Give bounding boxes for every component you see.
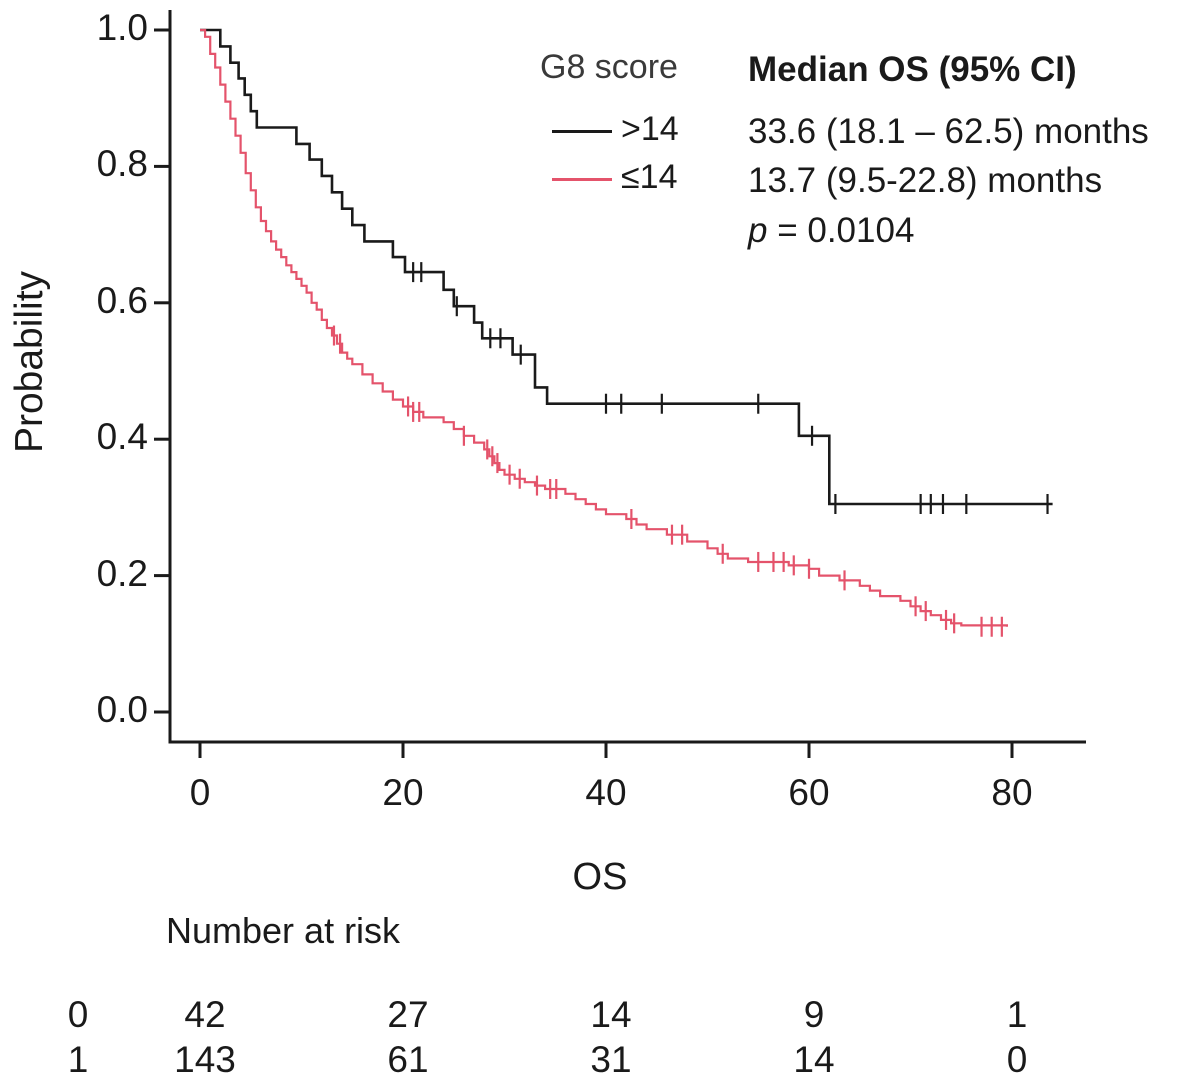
- risk-value: 42: [184, 994, 226, 1035]
- risk-row-label: 1: [67, 1039, 89, 1079]
- risk-value: 27: [387, 994, 429, 1035]
- x-tick-label: 0: [189, 772, 211, 813]
- y-tick-label: 1.0: [96, 7, 148, 48]
- median-os-le14: 13.7 (9.5-22.8) months: [748, 161, 1103, 200]
- y-tick-label: 0.4: [96, 416, 148, 458]
- legend-line-le14: [552, 178, 612, 181]
- risk-value: 1: [1006, 994, 1028, 1035]
- x-tick-label: 80: [991, 772, 1033, 813]
- y-tick-label: 0.6: [96, 279, 148, 321]
- risk-value: 0: [1006, 1039, 1028, 1079]
- legend-label-le14: ≤14: [621, 158, 678, 196]
- y-axis-title: Probability: [8, 270, 51, 454]
- p-value: p = 0.0104: [748, 211, 914, 251]
- risk-table-title: Number at risk: [166, 910, 401, 951]
- risk-value: 9: [803, 994, 825, 1035]
- risk-value: 14: [590, 994, 632, 1035]
- x-axis-title: OS: [572, 856, 628, 898]
- y-tick-label: 0.8: [96, 143, 148, 185]
- p-value-symbol: p: [748, 211, 768, 250]
- legend-title: G8 score: [540, 48, 678, 86]
- x-tick-label: 40: [585, 772, 627, 813]
- risk-value: 61: [387, 1039, 429, 1079]
- median-os-header: Median OS (95% CI): [748, 50, 1077, 89]
- p-value-text: = 0.0104: [767, 211, 915, 250]
- y-tick-label: 0.0: [96, 689, 148, 730]
- median-os-gt14: 33.6 (18.1 – 62.5) months: [748, 112, 1149, 151]
- risk-value: 14: [793, 1039, 835, 1079]
- risk-row-label: 0: [67, 994, 89, 1035]
- x-tick-label: 60: [788, 772, 830, 813]
- legend-label-gt14: >14: [621, 110, 679, 148]
- km-curve-gt14: [200, 28, 1053, 506]
- legend-line-gt14: [552, 130, 612, 133]
- x-tick-label: 20: [382, 772, 424, 813]
- risk-value: 31: [590, 1039, 632, 1079]
- risk-value: 143: [174, 1039, 236, 1079]
- y-tick-label: 0.2: [96, 552, 148, 594]
